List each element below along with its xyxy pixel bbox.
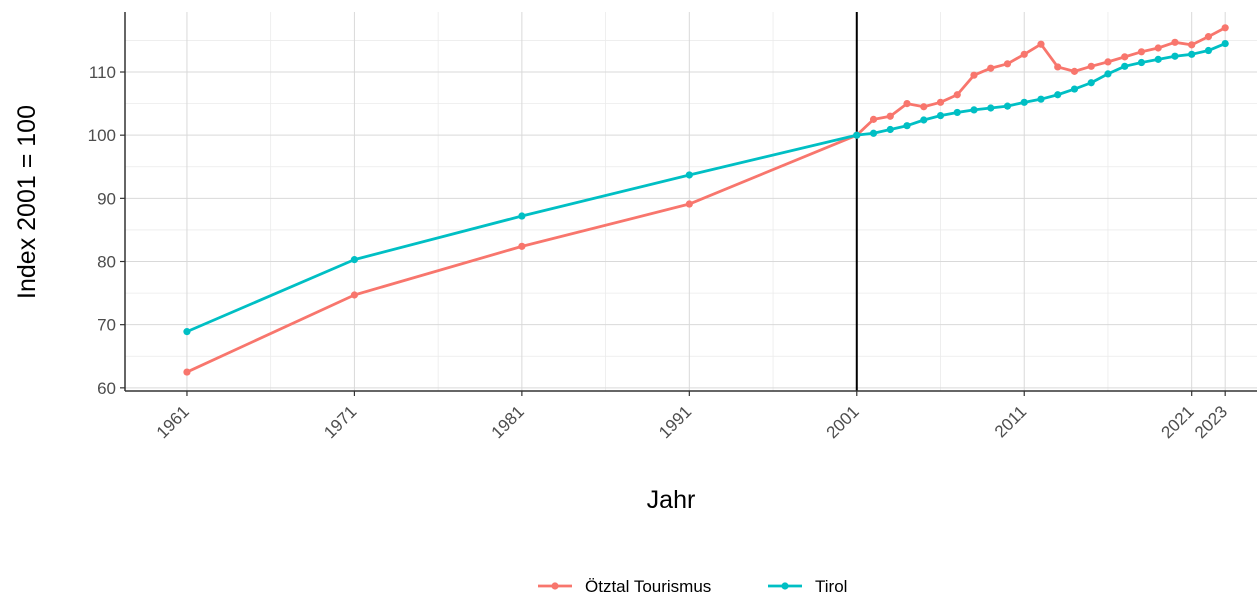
y-tick-label: 70: [97, 316, 116, 335]
data-point: [1037, 95, 1045, 103]
data-point: [1037, 40, 1045, 48]
data-point: [1104, 70, 1112, 78]
data-point: [518, 212, 526, 220]
data-point: [1137, 58, 1146, 67]
legend-label: Tirol: [815, 577, 847, 596]
data-point: [1188, 50, 1196, 58]
data-point: [886, 112, 894, 120]
data-point: [886, 125, 894, 134]
data-point: [1054, 63, 1062, 71]
data-point: [1204, 46, 1213, 55]
data-point: [1003, 60, 1012, 68]
x-axis-title: Jahr: [647, 486, 696, 514]
y-tick-label: 90: [97, 189, 116, 208]
data-point: [1154, 55, 1162, 63]
data-point: [970, 71, 978, 79]
y-tick-label: 110: [89, 63, 116, 82]
data-point: [685, 200, 693, 208]
data-point: [1070, 85, 1079, 93]
data-point: [869, 115, 878, 123]
data-point: [1221, 39, 1229, 48]
data-point: [183, 368, 191, 376]
data-point: [350, 256, 359, 264]
legend-label: Ötztal Tourismus: [585, 577, 711, 596]
data-point: [1087, 79, 1095, 87]
series-oetztal-tourismus: [183, 24, 1229, 376]
data-point: [920, 103, 928, 111]
data-point: [1020, 98, 1028, 106]
legend-item: Tirol: [768, 577, 847, 596]
data-point: [936, 111, 945, 120]
data-point: [987, 104, 995, 112]
data-point: [518, 242, 526, 250]
data-point: [1171, 52, 1179, 60]
legend-key-point: [551, 582, 559, 590]
data-point: [903, 122, 911, 130]
data-point: [1188, 41, 1196, 49]
y-tick-label: 80: [97, 253, 116, 272]
series-group: [183, 24, 1229, 376]
data-point: [1154, 44, 1162, 52]
data-point: [1121, 53, 1129, 61]
data-point: [853, 131, 861, 139]
axes: [120, 12, 1257, 396]
data-point: [685, 171, 693, 179]
data-point: [953, 108, 961, 117]
data-point: [1121, 62, 1129, 70]
y-tick-label: 60: [97, 379, 116, 398]
data-point: [1054, 91, 1062, 99]
data-point: [1087, 62, 1095, 70]
data-point: [350, 291, 359, 299]
legend-item: Ötztal Tourismus: [538, 577, 711, 596]
data-point: [1221, 24, 1229, 32]
data-point: [903, 99, 911, 108]
legend: Ötztal Tourismus Tirol: [538, 577, 847, 596]
data-point: [1020, 50, 1028, 58]
data-point: [936, 98, 945, 106]
data-point: [1003, 102, 1012, 110]
data-point: [920, 116, 928, 124]
y-tick-label: 100: [88, 126, 116, 145]
y-axis-title: Index 2001 = 100: [13, 105, 41, 299]
data-point: [1204, 33, 1213, 41]
legend-key-point: [781, 582, 789, 590]
data-point: [1070, 67, 1079, 75]
data-point: [1137, 48, 1146, 56]
series-tirol: [183, 39, 1229, 336]
data-point: [987, 64, 995, 72]
data-point: [183, 328, 191, 336]
data-point: [953, 91, 961, 99]
data-point: [869, 129, 878, 137]
data-point: [970, 106, 978, 114]
data-point: [1104, 58, 1112, 66]
data-point: [1171, 38, 1179, 46]
